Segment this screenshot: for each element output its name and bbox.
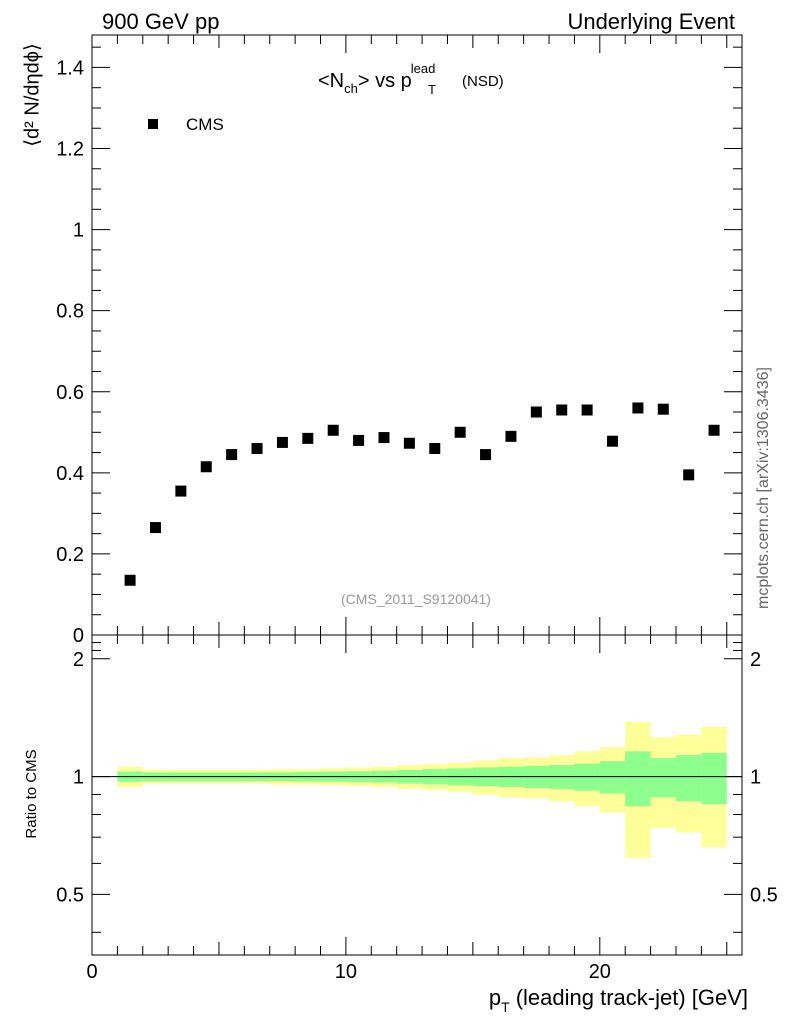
stat-band-bin bbox=[625, 751, 651, 807]
data-point bbox=[302, 432, 314, 444]
bottom-y-axis-label: Ratio to CMS bbox=[23, 749, 40, 838]
stat-band-bin bbox=[650, 758, 676, 798]
x-axis-label: pT (leading track-jet) [GeV] bbox=[489, 985, 748, 1015]
data-point bbox=[708, 424, 720, 436]
top-y-tick-label: 0 bbox=[73, 625, 84, 647]
data-point bbox=[378, 432, 390, 444]
stat-band-bin bbox=[701, 752, 727, 805]
top-axis-ticks: 0 0.2 0.4 0.6 0.8 1 1.2 1.4 bbox=[56, 35, 742, 647]
header-right: Underlying Event bbox=[567, 9, 735, 34]
stat-band-bin bbox=[574, 763, 600, 791]
bottom-plot-frame bbox=[91, 634, 743, 956]
x-tick-label: 10 bbox=[335, 961, 357, 983]
bottom-y-tick-label-right: 0.5 bbox=[750, 884, 778, 906]
ratio-bands bbox=[117, 721, 727, 858]
bottom-y-tick-label-right: 1 bbox=[750, 767, 761, 789]
data-point bbox=[276, 436, 288, 448]
data-point bbox=[429, 443, 441, 455]
header-left: 900 GeV pp bbox=[102, 9, 219, 34]
data-point bbox=[251, 443, 263, 455]
data-point bbox=[149, 522, 161, 534]
top-y-tick-label: 1 bbox=[73, 220, 84, 242]
bottom-y-tick-label: 2 bbox=[73, 649, 84, 671]
bottom-y-tick-label: 0.5 bbox=[56, 884, 84, 906]
data-point bbox=[657, 403, 669, 415]
stat-band-bin bbox=[675, 755, 702, 802]
data-point bbox=[581, 404, 593, 416]
top-y-tick-label: 0.6 bbox=[56, 382, 84, 404]
data-point bbox=[124, 574, 136, 586]
stat-band-bin bbox=[599, 761, 626, 794]
data-point bbox=[403, 437, 415, 449]
data-point bbox=[327, 424, 339, 436]
top-y-tick-label: 0.4 bbox=[56, 463, 84, 485]
data-point bbox=[226, 449, 238, 461]
data-point bbox=[454, 426, 466, 438]
x-tick-label: 0 bbox=[86, 961, 97, 983]
data-point bbox=[556, 404, 568, 416]
top-y-tick-label: 0.2 bbox=[56, 544, 84, 566]
top-y-tick-label: 0.8 bbox=[56, 301, 84, 323]
top-y-axis-label: ⟨d² N/dηdϕ⟩ bbox=[21, 43, 43, 147]
data-points bbox=[124, 402, 720, 586]
bottom-y-tick-label-right: 2 bbox=[750, 649, 761, 671]
data-point bbox=[200, 461, 212, 473]
legend-label: CMS bbox=[186, 115, 224, 134]
data-point bbox=[175, 485, 187, 497]
plot-title: <Nch> vs plead T (NSD) bbox=[318, 61, 504, 97]
bottom-y-tick-label: 1 bbox=[73, 767, 84, 789]
mcplots-side-label: mcplots.cern.ch [arXiv:1306.3436] bbox=[755, 367, 772, 609]
data-point bbox=[353, 434, 365, 446]
data-point bbox=[530, 406, 542, 418]
data-point bbox=[480, 449, 492, 461]
data-point bbox=[632, 402, 644, 414]
data-point bbox=[505, 430, 517, 442]
data-point bbox=[683, 469, 695, 481]
legend-marker bbox=[148, 119, 158, 129]
top-y-tick-label: 1.4 bbox=[56, 57, 84, 79]
x-tick-label: 20 bbox=[589, 961, 611, 983]
top-y-tick-label: 1.2 bbox=[56, 139, 84, 161]
data-point bbox=[607, 435, 619, 447]
analysis-id-label: (CMS_2011_S9120041) bbox=[341, 591, 491, 607]
